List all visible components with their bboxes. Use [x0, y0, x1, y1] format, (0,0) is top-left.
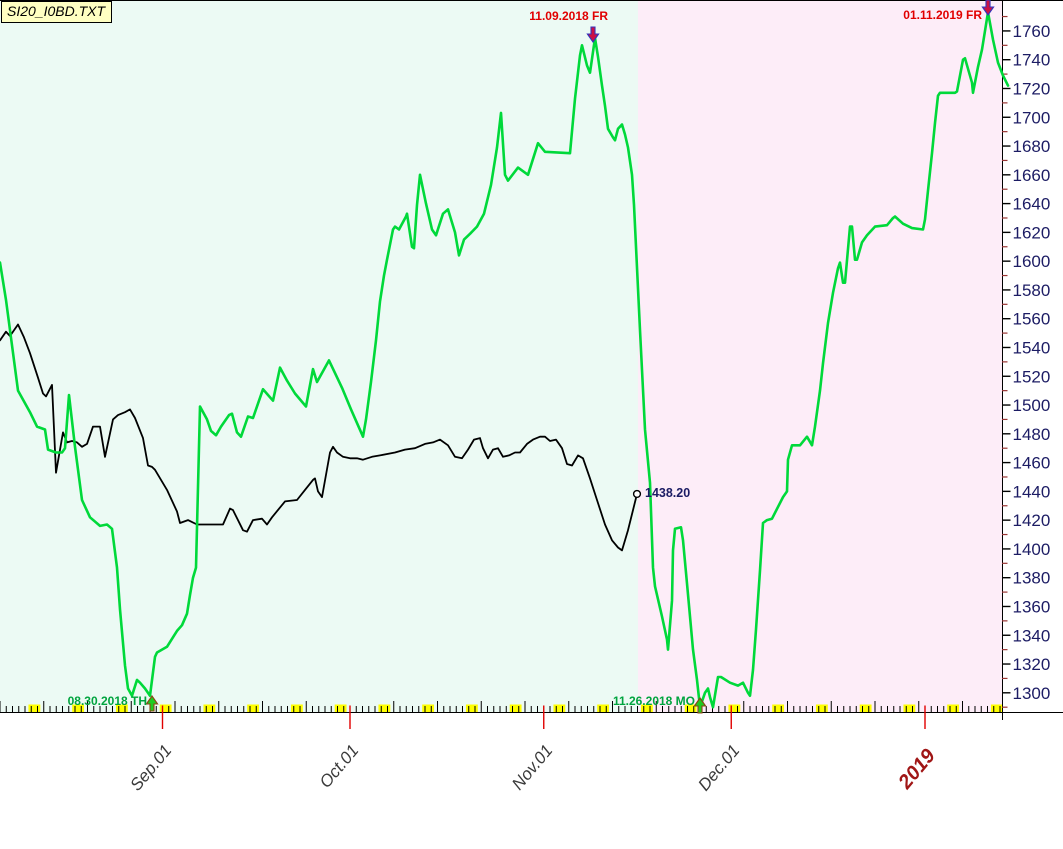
y-axis-tick-label: 1440: [1013, 482, 1051, 501]
y-axis-tick-label: 1520: [1013, 367, 1051, 386]
filename-label[interactable]: SI20_I0BD.TXT: [1, 1, 113, 23]
weekend-highlight: [684, 704, 697, 712]
weekend-highlight: [378, 704, 391, 712]
weekend-highlight: [553, 704, 566, 712]
y-axis-tick-label: 1400: [1013, 540, 1051, 559]
y-axis-tick-label: 1320: [1013, 655, 1051, 674]
y-axis-tick-label: 1720: [1013, 79, 1051, 98]
y-axis-tick-label: 1480: [1013, 425, 1051, 444]
y-axis-tick-label: 1460: [1013, 454, 1051, 473]
weekend-highlight: [203, 704, 216, 712]
y-axis-tick-label: 1660: [1013, 166, 1051, 185]
weekend-highlight: [422, 704, 435, 712]
weekend-highlight: [72, 704, 85, 712]
weekend-highlight: [28, 704, 41, 712]
weekend-highlight: [640, 704, 653, 712]
weekend-highlight: [509, 704, 522, 712]
weekend-highlight: [115, 704, 128, 712]
weekend-highlight: [947, 704, 960, 712]
y-axis-tick-label: 1540: [1013, 338, 1051, 357]
y-axis-tick-label: 1680: [1013, 137, 1051, 156]
green-line-series: [0, 10, 1010, 709]
y-axis-tick-label: 1580: [1013, 281, 1051, 300]
y-axis-tick-label: 1700: [1013, 108, 1051, 127]
y-axis-tick-label: 1600: [1013, 252, 1051, 271]
last-price-label: 1438.20: [645, 485, 691, 500]
y-axis-tick-label: 1640: [1013, 195, 1051, 214]
y-axis-tick-label: 1620: [1013, 223, 1051, 242]
annotation-label-trough-2018-08-30: 08.30.2018 TH: [67, 694, 147, 708]
y-axis-tick-label: 1300: [1013, 684, 1051, 703]
weekend-highlight: [247, 704, 260, 712]
background-history-region: [0, 1, 638, 712]
y-axis-tick-label: 1340: [1013, 626, 1051, 645]
weekend-highlight: [597, 704, 610, 712]
annotation-label-peak-2018-11-09: 11.09.2018 FR: [529, 9, 608, 23]
weekend-highlight: [728, 704, 741, 712]
y-axis-tick-label: 1740: [1013, 51, 1051, 70]
weekend-highlight: [815, 704, 828, 712]
weekend-highlight: [334, 704, 347, 712]
weekend-highlight: [772, 704, 785, 712]
background-recent-region: [638, 1, 1002, 712]
up-arrow-marker-trough-2018-11-26: [693, 697, 707, 714]
annotation-label-trough-2018-11-26: 11.26.2018 MO: [612, 694, 695, 708]
weekend-highlight: [990, 704, 1003, 712]
y-axis-tick-label: 1500: [1013, 396, 1051, 415]
y-axis-tick-label: 1760: [1013, 22, 1051, 41]
y-axis-tick-label: 1360: [1013, 597, 1051, 616]
y-axis-tick-label: 1560: [1013, 310, 1051, 329]
last-price-marker: [632, 489, 642, 499]
y-axis-tick-label: 1420: [1013, 511, 1051, 530]
up-arrow-marker-trough-2018-08-30: [145, 695, 159, 712]
annotation-label-peak-2019-01-11: 01.11.2019 FR: [903, 8, 982, 22]
down-arrow-marker-peak-2019-01-11: [981, 0, 995, 16]
y-axis-tick-label: 1380: [1013, 569, 1051, 588]
weekend-highlight: [903, 704, 916, 712]
weekend-highlight: [465, 704, 478, 712]
weekend-highlight: [290, 704, 303, 712]
weekend-highlight: [159, 704, 172, 712]
black-line-series: [0, 323, 638, 552]
weekend-highlight: [859, 704, 872, 712]
down-arrow-marker-peak-2018-11-09: [586, 26, 600, 43]
